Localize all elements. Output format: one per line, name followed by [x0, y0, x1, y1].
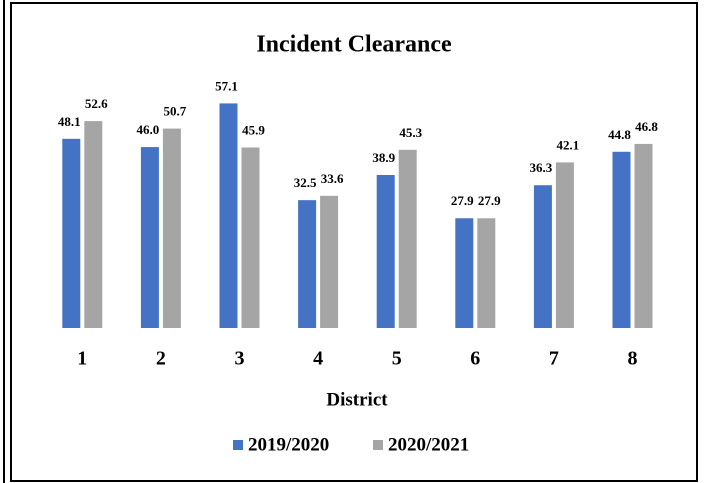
bar: [455, 218, 474, 328]
bar: [219, 103, 238, 328]
data-label: 57.1: [215, 78, 238, 93]
data-label: 46.8: [635, 119, 658, 134]
bar: [376, 174, 395, 328]
bar: [477, 218, 496, 328]
x-axis-label: District: [326, 389, 388, 410]
data-label: 52.6: [85, 96, 108, 111]
legend-swatch: [233, 440, 243, 450]
bar: [162, 128, 181, 328]
data-label: 46.0: [137, 122, 160, 137]
x-tick-label: 3: [235, 348, 245, 370]
x-tick-label: 2: [156, 348, 166, 370]
frame: [10, 2, 698, 482]
x-tick-label: 7: [549, 348, 559, 370]
bar: [62, 138, 81, 328]
bar: [634, 143, 653, 328]
data-label: 42.1: [557, 137, 580, 152]
x-tick-label: 4: [313, 348, 323, 370]
legend-label: 2019/2020: [248, 434, 329, 455]
bar: [320, 195, 339, 328]
bar: [140, 147, 159, 328]
bar: [398, 149, 417, 328]
data-label: 45.3: [399, 125, 422, 140]
data-label: 32.5: [294, 175, 317, 190]
legend-swatch: [373, 440, 383, 450]
data-label: 36.3: [530, 160, 553, 175]
bar: [533, 185, 552, 328]
data-label: 44.8: [608, 127, 631, 142]
bar: [84, 121, 103, 329]
bar: [298, 200, 317, 328]
bar: [241, 147, 260, 328]
data-label: 33.6: [321, 171, 344, 186]
data-label: 45.9: [242, 122, 265, 137]
data-label: 48.1: [58, 114, 81, 129]
x-tick-label: 5: [392, 348, 402, 370]
data-label: 50.7: [164, 104, 187, 119]
chart-title: Incident Clearance: [256, 32, 452, 58]
data-label: 27.9: [451, 193, 474, 208]
x-tick-label: 6: [470, 348, 480, 370]
legend-label: 2020/2021: [388, 434, 469, 455]
bar: [612, 151, 631, 328]
x-tick-label: 8: [628, 348, 638, 370]
data-label: 27.9: [478, 193, 501, 208]
bar: [555, 162, 574, 328]
x-tick-label: 1: [77, 348, 87, 370]
data-label: 38.9: [372, 150, 395, 165]
